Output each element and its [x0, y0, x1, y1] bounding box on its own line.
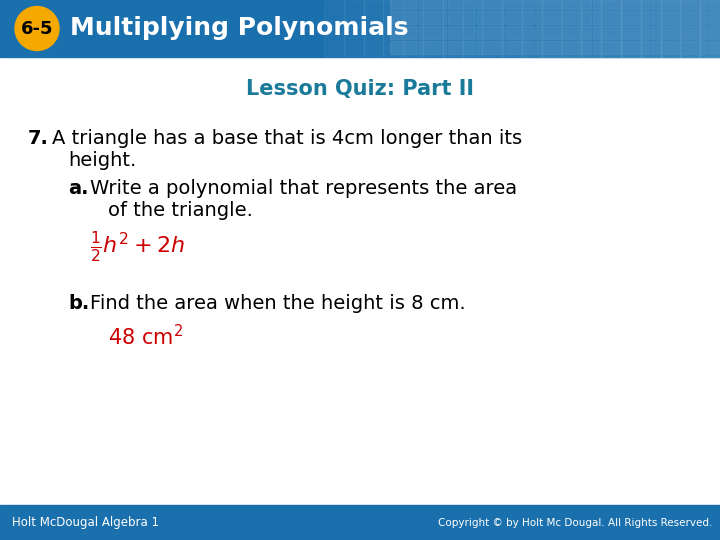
Text: Find the area when the height is 8 cm.: Find the area when the height is 8 cm.: [90, 294, 466, 313]
Bar: [463, 0, 482, 57]
Bar: [593, 0, 620, 9]
Text: a.: a.: [68, 179, 89, 198]
Bar: [709, 0, 720, 9]
Bar: [593, 26, 620, 39]
Bar: [384, 0, 403, 57]
Bar: [564, 26, 591, 39]
Bar: [680, 11, 707, 24]
Bar: [448, 41, 475, 54]
Bar: [651, 26, 678, 39]
Bar: [419, 41, 446, 54]
Bar: [403, 0, 423, 57]
Bar: [651, 41, 678, 54]
Bar: [522, 0, 541, 57]
Bar: [651, 11, 678, 24]
Text: 7.: 7.: [28, 129, 49, 148]
Bar: [651, 0, 678, 9]
Bar: [593, 11, 620, 24]
Bar: [680, 0, 701, 57]
Text: A triangle has a base that is 4cm longer than its: A triangle has a base that is 4cm longer…: [52, 129, 522, 148]
Bar: [680, 0, 707, 9]
Text: Lesson Quiz: Part II: Lesson Quiz: Part II: [246, 79, 474, 99]
Bar: [364, 0, 384, 57]
Text: Copyright © by Holt Mc Dougal. All Rights Reserved.: Copyright © by Holt Mc Dougal. All Right…: [438, 517, 712, 528]
Bar: [622, 11, 649, 24]
Bar: [482, 0, 503, 57]
Bar: [0, 0, 720, 57]
Text: b.: b.: [68, 294, 89, 313]
Bar: [448, 26, 475, 39]
Bar: [506, 0, 533, 9]
Bar: [506, 41, 533, 54]
Bar: [477, 41, 504, 54]
Bar: [564, 41, 591, 54]
Bar: [535, 11, 562, 24]
Bar: [641, 0, 661, 57]
Bar: [423, 0, 443, 57]
Circle shape: [15, 6, 59, 51]
Bar: [477, 11, 504, 24]
Bar: [661, 0, 680, 57]
Bar: [419, 0, 446, 9]
Text: Holt McDougal Algebra 1: Holt McDougal Algebra 1: [12, 516, 159, 529]
Bar: [390, 26, 417, 39]
Bar: [503, 0, 522, 57]
Bar: [443, 0, 463, 57]
Text: $48\ \mathrm{cm}^2$: $48\ \mathrm{cm}^2$: [108, 324, 183, 349]
Bar: [390, 0, 417, 9]
Bar: [419, 26, 446, 39]
Text: Write a polynomial that represents the area: Write a polynomial that represents the a…: [90, 179, 517, 198]
Bar: [562, 0, 582, 57]
Bar: [477, 0, 504, 9]
Bar: [622, 26, 649, 39]
Bar: [0, 505, 720, 540]
Bar: [344, 0, 364, 57]
Bar: [390, 41, 417, 54]
Bar: [542, 0, 562, 57]
Bar: [622, 41, 649, 54]
Bar: [535, 26, 562, 39]
Bar: [582, 0, 601, 57]
Bar: [701, 0, 720, 57]
Bar: [535, 41, 562, 54]
Bar: [324, 0, 344, 57]
Bar: [709, 41, 720, 54]
Bar: [477, 26, 504, 39]
Bar: [448, 0, 475, 9]
Bar: [709, 11, 720, 24]
Bar: [535, 0, 562, 9]
Bar: [680, 41, 707, 54]
Text: $\frac{1}{2}h^2 + 2h$: $\frac{1}{2}h^2 + 2h$: [90, 229, 185, 264]
Bar: [621, 0, 641, 57]
Bar: [506, 11, 533, 24]
Text: height.: height.: [68, 151, 136, 170]
Bar: [564, 0, 591, 9]
Text: of the triangle.: of the triangle.: [108, 201, 253, 220]
Bar: [680, 26, 707, 39]
Bar: [601, 0, 621, 57]
Text: 6-5: 6-5: [21, 19, 53, 37]
Bar: [593, 41, 620, 54]
Bar: [390, 11, 417, 24]
Bar: [506, 26, 533, 39]
Bar: [709, 26, 720, 39]
Bar: [419, 11, 446, 24]
Bar: [622, 0, 649, 9]
Bar: [564, 11, 591, 24]
Text: Multiplying Polynomials: Multiplying Polynomials: [70, 17, 408, 40]
Bar: [448, 11, 475, 24]
